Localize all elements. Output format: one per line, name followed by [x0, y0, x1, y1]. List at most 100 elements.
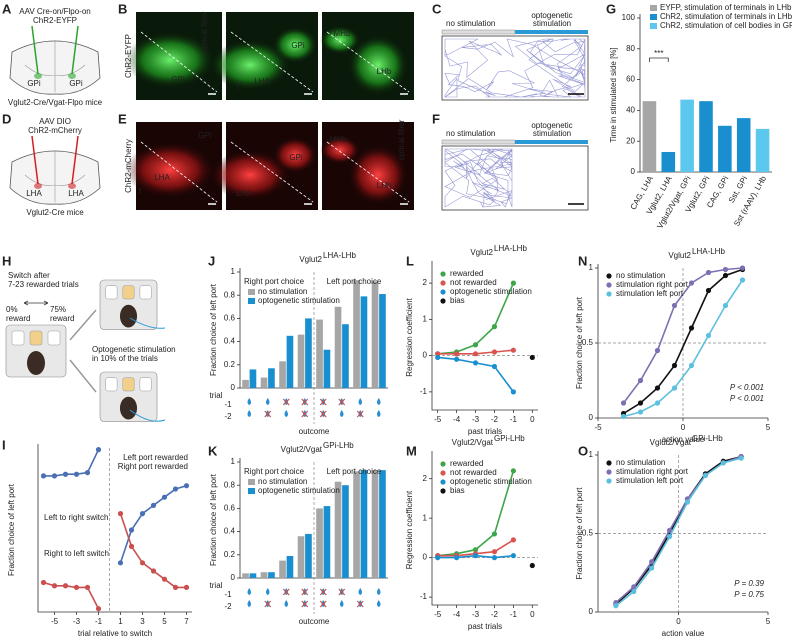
label: Switch after: [8, 271, 50, 280]
y-tick-label: 0.2: [224, 360, 236, 369]
y-tick-label: 1: [589, 263, 594, 272]
annotation: Left to right switch: [44, 513, 108, 522]
y-tick-label: 0: [631, 167, 636, 176]
data-point: [40, 473, 47, 479]
data-point: [705, 269, 712, 276]
drop-icon: [377, 600, 381, 607]
bar: [353, 471, 360, 578]
chart-title: Vglut2: [668, 251, 691, 260]
data-point: [491, 324, 498, 330]
bar: [371, 281, 379, 388]
panel-label: E: [118, 111, 127, 126]
data-point: [139, 510, 146, 517]
label: 0%: [6, 305, 18, 314]
data-point: [454, 555, 460, 561]
x-tick-label: -2: [491, 415, 499, 424]
legend-label: no stimulation: [616, 458, 665, 467]
bar: [316, 319, 323, 388]
legend-label: optogenetic stimulation: [258, 486, 340, 495]
data-point: [722, 272, 729, 279]
chart-title-superscript: GPi-LHb: [323, 441, 354, 450]
region-border: [140, 31, 218, 93]
row-label: -1: [224, 400, 232, 409]
x-tick-label: 5: [766, 617, 771, 626]
data-point: [51, 473, 58, 479]
legend-label: Left port rewarded: [123, 453, 188, 462]
region-border: [326, 141, 410, 203]
label: in 10% of the trials: [92, 354, 158, 363]
label: stimulation: [533, 19, 571, 28]
data-point: [472, 351, 479, 357]
drop-icon: [377, 398, 381, 405]
legend-marker: [606, 282, 612, 288]
legend-label: optogenetic stimulation: [450, 287, 532, 296]
y-tick-label: 60: [626, 75, 635, 84]
data-point: [654, 347, 661, 354]
port: [122, 285, 135, 300]
data-point: [435, 354, 441, 361]
label: MHb: [334, 29, 351, 38]
fluorescence: [320, 136, 360, 164]
bar: [661, 151, 676, 172]
bar: [279, 361, 286, 388]
y-tick-label: 0: [231, 383, 236, 392]
chart-title-superscript: LHA-LHb: [692, 247, 725, 256]
stim-bar: [441, 139, 516, 145]
label: optical fiber: [397, 119, 406, 160]
x-tick-label: -5: [51, 617, 59, 626]
bar: [305, 533, 312, 578]
y-tick-label: 0.8: [224, 480, 236, 489]
x-tick-label: -5: [594, 423, 602, 432]
port: [122, 377, 135, 392]
label: GPi: [69, 79, 83, 88]
legend-label: EYFP, stimulation of terminals in LHb: [660, 3, 792, 12]
label: AAV DIO: [39, 117, 71, 126]
x-tick-label: 0: [676, 617, 681, 626]
x-tick-label: 0: [530, 415, 535, 424]
panel-label: D: [2, 111, 11, 126]
stain-label: ChR2-EYFP: [124, 34, 133, 78]
no-reward-icon: [319, 600, 327, 608]
data-point: [631, 584, 637, 590]
label: ChR2-mCherry: [28, 126, 82, 135]
data-point: [454, 356, 460, 362]
y-tick-label: 0.8: [224, 290, 236, 299]
drop-icon: [247, 588, 251, 595]
data-point: [472, 553, 479, 559]
bar: [371, 470, 379, 578]
data-point: [688, 280, 695, 286]
data-point: [150, 502, 157, 508]
data-point: [666, 534, 673, 540]
label: LHA: [236, 189, 252, 198]
label: Vglut2-Cre mice: [26, 208, 84, 217]
data-point: [722, 302, 729, 309]
y-tick-label: 0.6: [224, 504, 236, 513]
annotation: Left port choice: [327, 467, 382, 476]
bar: [334, 306, 342, 388]
x-axis-label: outcome: [299, 427, 330, 436]
data-point: [472, 360, 479, 366]
chart-title: Vglut2/Vgat: [650, 438, 692, 447]
data-point: [705, 287, 712, 294]
region-border: [326, 31, 410, 93]
x-axis-label: outcome: [299, 617, 330, 626]
panel-label: B: [118, 1, 127, 16]
annotation: Left port choice: [327, 277, 382, 286]
drop-icon: [284, 600, 288, 607]
data-point: [172, 584, 179, 591]
x-axis-label: past trials: [468, 427, 502, 436]
significance-bracket: [649, 57, 669, 62]
label: stimulation: [533, 129, 571, 138]
no-reward-icon: [301, 588, 309, 596]
legend-marker: [606, 478, 612, 484]
bar: [755, 128, 770, 172]
chart-title-superscript: GPi-LHb: [692, 434, 723, 443]
data-point: [73, 584, 80, 591]
bar: [268, 368, 275, 388]
legend-label: ChR2, stimulation of terminals in LHb: [660, 12, 792, 21]
legend-label: no stimulation: [258, 287, 307, 296]
data-point: [613, 603, 619, 609]
no-reward-icon: [338, 398, 346, 406]
annotation: ***: [654, 49, 663, 58]
data-point: [654, 385, 661, 391]
